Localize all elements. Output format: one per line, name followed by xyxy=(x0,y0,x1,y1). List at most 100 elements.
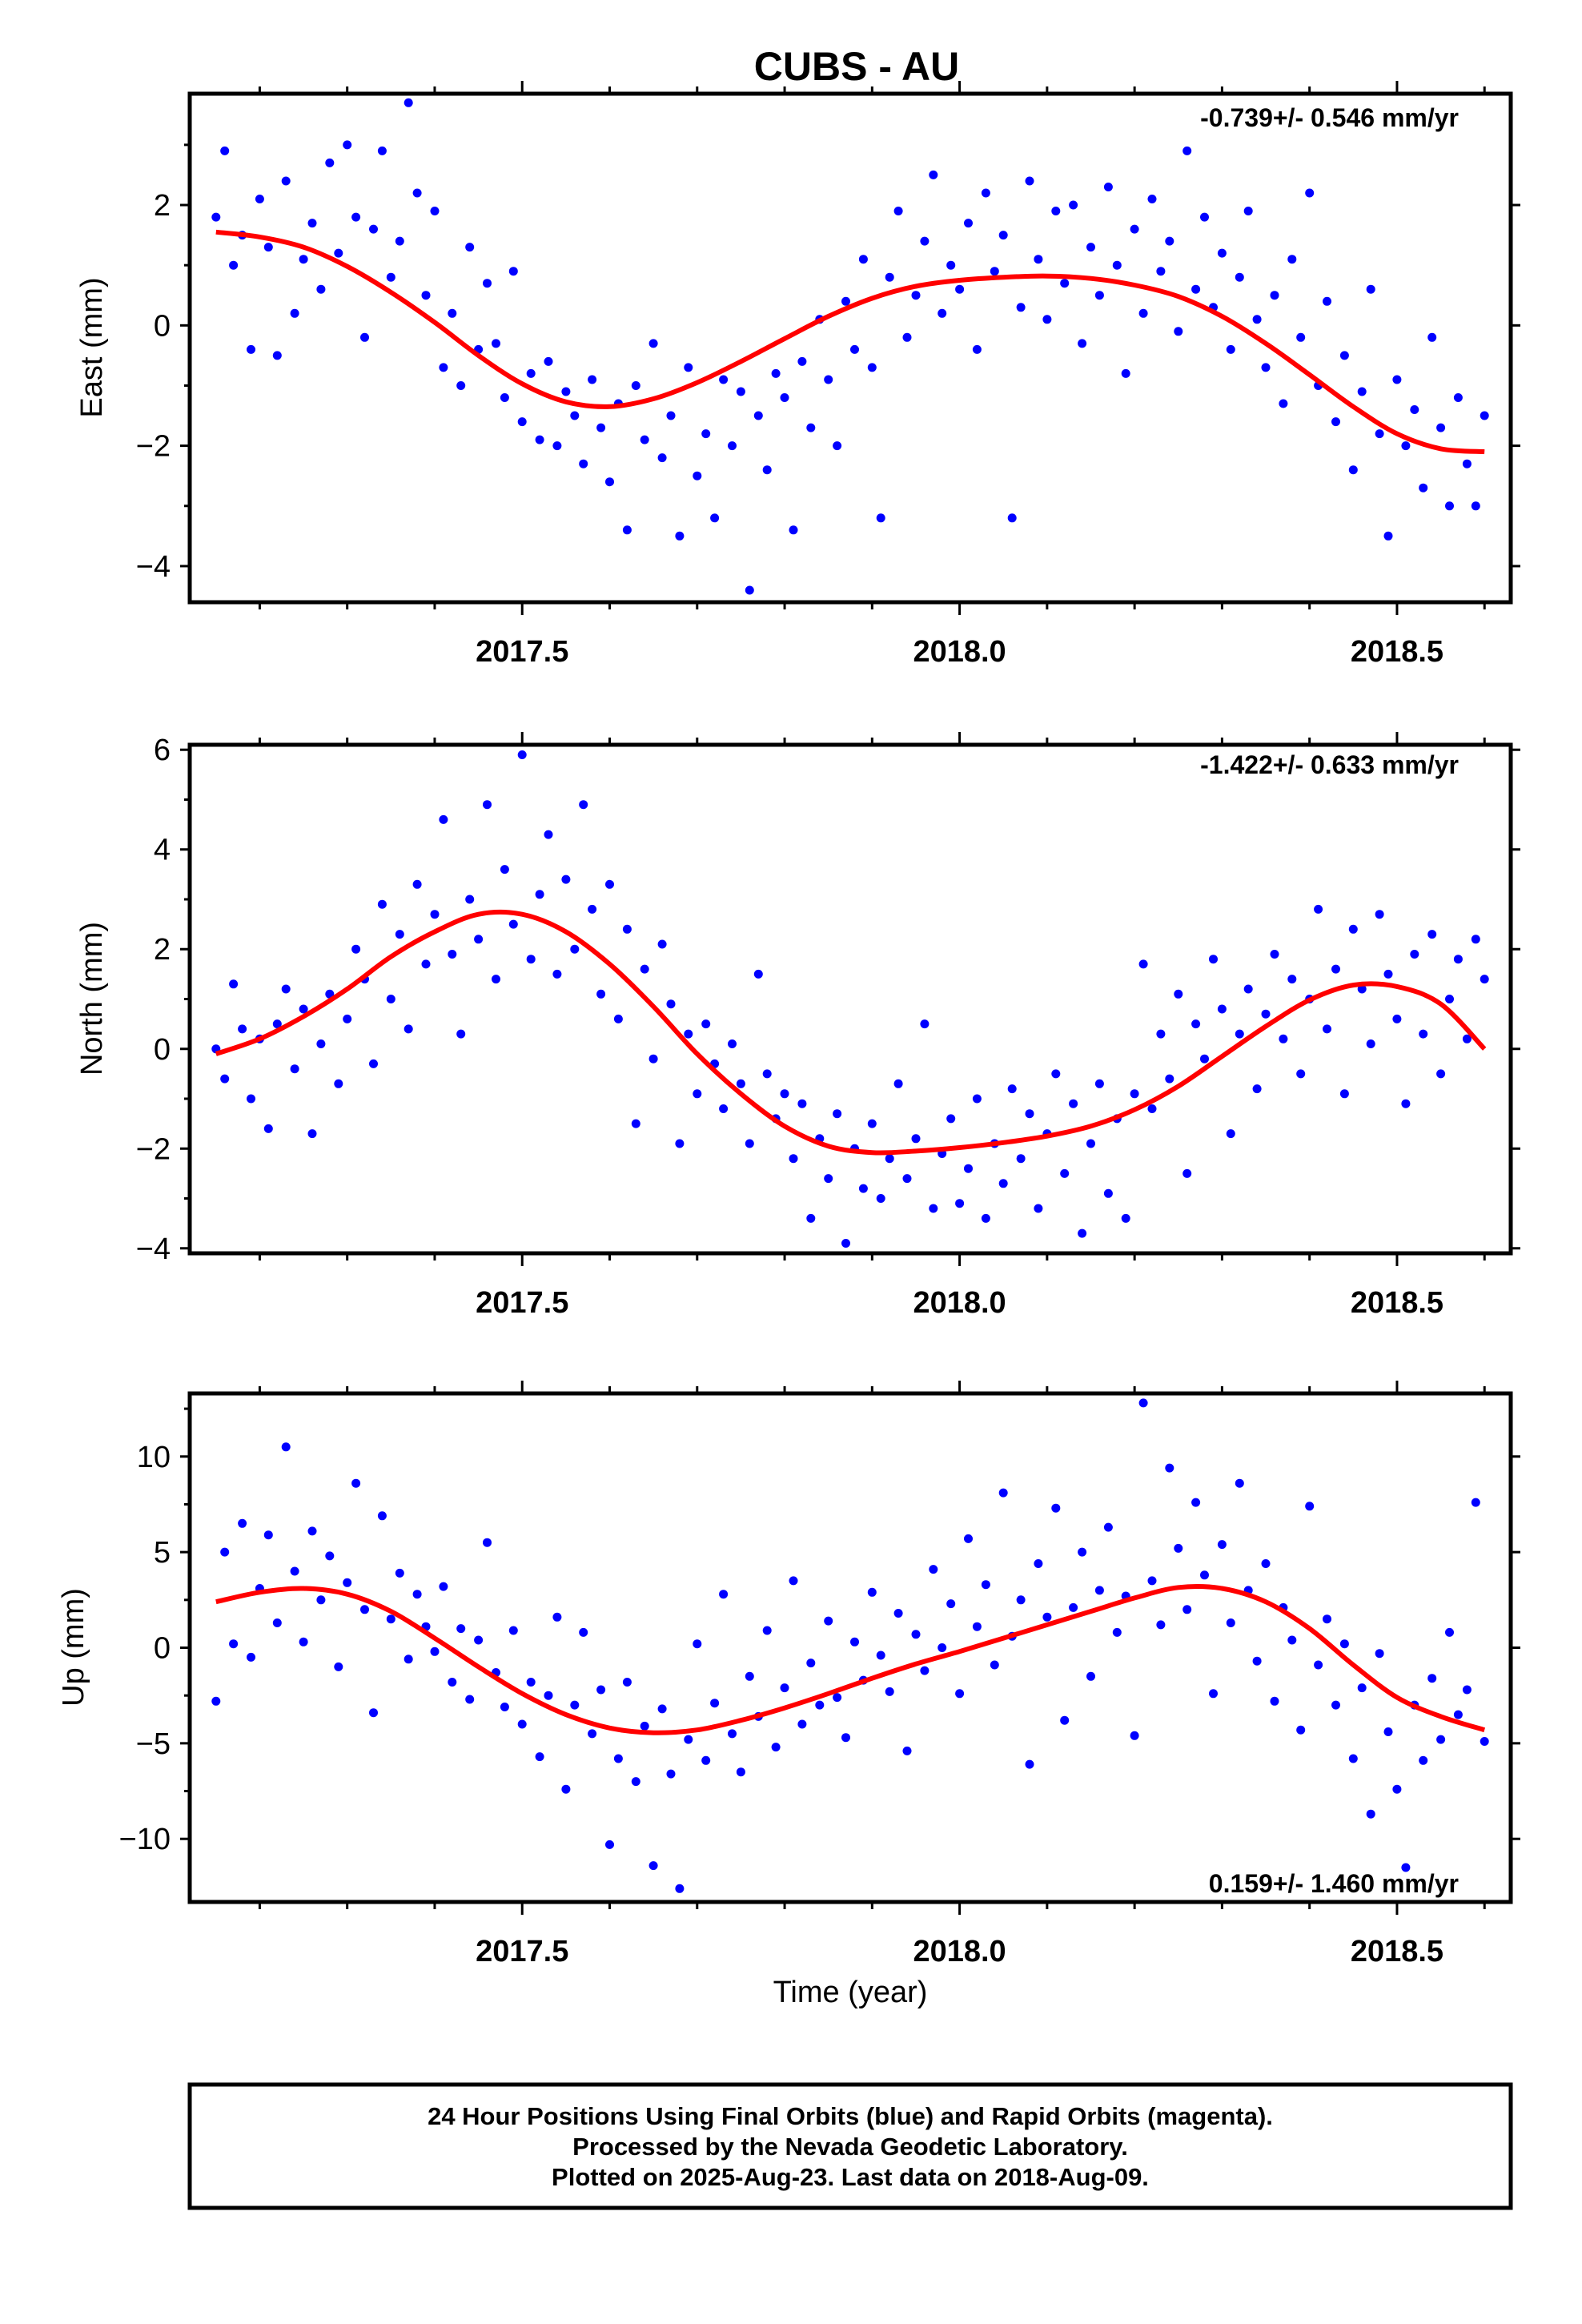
up-point-60 xyxy=(736,1767,745,1777)
north-point-92 xyxy=(1016,1154,1026,1164)
east-point-14 xyxy=(334,248,343,258)
north-data-points xyxy=(211,750,1489,1248)
up-point-102 xyxy=(1103,1522,1113,1532)
north-point-19 xyxy=(377,899,387,909)
up-point-134 xyxy=(1383,1727,1393,1736)
east-plot-frame xyxy=(187,91,1513,605)
up-point-126 xyxy=(1314,1660,1323,1670)
north-point-128 xyxy=(1331,964,1340,974)
up-point-140 xyxy=(1436,1735,1446,1744)
north-point-110 xyxy=(1174,989,1183,999)
east-point-123 xyxy=(1287,255,1297,264)
up-point-73 xyxy=(850,1637,859,1647)
up-point-51 xyxy=(657,1704,667,1714)
up-point-75 xyxy=(867,1587,877,1597)
east-point-48 xyxy=(631,381,640,390)
east-point-76 xyxy=(876,513,885,523)
up-point-109 xyxy=(1165,1463,1174,1473)
north-point-142 xyxy=(1453,955,1463,964)
east-point-10 xyxy=(299,255,308,264)
east-point-56 xyxy=(701,429,711,439)
up-point-136 xyxy=(1401,1863,1411,1872)
north-point-20 xyxy=(386,995,396,1003)
north-point-27 xyxy=(448,950,457,959)
north-point-65 xyxy=(780,1089,789,1099)
up-point-128 xyxy=(1331,1700,1340,1710)
east-rate-label: -0.739+/- 0.546 mm/yr xyxy=(1200,103,1459,132)
east-point-28 xyxy=(456,381,466,390)
east-point-107 xyxy=(1147,195,1157,203)
east-point-70 xyxy=(824,375,833,384)
north-point-135 xyxy=(1392,1014,1402,1023)
north-point-22 xyxy=(404,1024,413,1034)
north-point-37 xyxy=(535,890,544,899)
north-point-127 xyxy=(1323,1024,1331,1034)
east-point-121 xyxy=(1270,291,1279,300)
up-point-93 xyxy=(1025,1759,1034,1769)
east-y-tick-label-1: −2 xyxy=(136,430,171,464)
east-point-86 xyxy=(964,219,973,228)
north-point-121 xyxy=(1270,950,1279,959)
north-point-58 xyxy=(719,1104,729,1113)
east-point-122 xyxy=(1279,399,1288,408)
north-point-87 xyxy=(972,1094,982,1104)
north-point-56 xyxy=(701,1019,711,1029)
up-point-121 xyxy=(1270,1696,1279,1706)
north-point-47 xyxy=(622,924,632,934)
north-point-40 xyxy=(561,875,571,884)
east-point-110 xyxy=(1174,327,1183,336)
east-point-5 xyxy=(255,195,264,203)
east-point-75 xyxy=(867,363,877,372)
up-point-92 xyxy=(1016,1595,1026,1605)
north-point-28 xyxy=(456,1029,466,1039)
north-fit-line xyxy=(215,909,1487,1156)
up-point-12 xyxy=(316,1595,326,1605)
east-panel: −4 −2 0 2 2017.5 2018.0 2018.5 -0.739+/- 0.546… xyxy=(75,81,1520,669)
east-point-124 xyxy=(1296,332,1306,342)
north-point-61 xyxy=(745,1139,754,1148)
north-point-4 xyxy=(247,1094,255,1104)
east-point-128 xyxy=(1331,417,1340,427)
east-point-87 xyxy=(972,344,982,354)
north-point-12 xyxy=(316,1039,326,1048)
north-point-115 xyxy=(1217,1004,1227,1014)
east-point-17 xyxy=(360,332,369,342)
east-point-72 xyxy=(841,296,850,306)
east-point-50 xyxy=(648,339,658,348)
north-fit-curve xyxy=(215,909,1487,1156)
north-point-104 xyxy=(1121,1213,1130,1223)
up-point-116 xyxy=(1226,1618,1235,1627)
up-point-13 xyxy=(325,1551,335,1561)
north-y-tick-label-3: 2 xyxy=(154,933,171,967)
east-point-125 xyxy=(1305,188,1315,198)
up-point-135 xyxy=(1392,1784,1402,1794)
up-point-0 xyxy=(211,1696,221,1706)
north-point-16 xyxy=(351,944,361,954)
up-point-40 xyxy=(561,1784,571,1794)
up-x-tick-label-1: 2018.0 xyxy=(913,1935,1006,1968)
up-point-34 xyxy=(508,1626,518,1635)
north-point-45 xyxy=(605,879,614,889)
east-point-104 xyxy=(1121,368,1130,378)
north-point-76 xyxy=(876,1194,885,1203)
north-point-41 xyxy=(570,944,580,954)
up-point-33 xyxy=(500,1703,509,1711)
east-point-26 xyxy=(439,363,448,372)
east-point-135 xyxy=(1392,375,1402,384)
north-point-75 xyxy=(867,1119,877,1128)
east-point-44 xyxy=(596,423,606,432)
north-x-tick-label-2: 2018.5 xyxy=(1351,1286,1443,1320)
east-point-16 xyxy=(351,212,361,222)
east-point-18 xyxy=(369,224,378,234)
north-point-116 xyxy=(1226,1129,1235,1139)
up-point-69 xyxy=(815,1700,825,1710)
x-axis-label: Time (year) xyxy=(773,1976,928,2009)
east-point-40 xyxy=(561,387,571,396)
up-point-1 xyxy=(220,1547,230,1557)
up-point-115 xyxy=(1217,1540,1227,1550)
north-point-144 xyxy=(1471,935,1480,944)
up-point-87 xyxy=(972,1622,982,1631)
east-y-axis-label: East (mm) xyxy=(75,277,109,417)
up-point-123 xyxy=(1287,1635,1297,1645)
north-point-38 xyxy=(544,830,553,839)
